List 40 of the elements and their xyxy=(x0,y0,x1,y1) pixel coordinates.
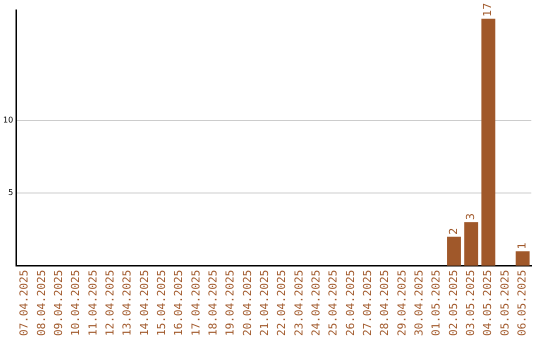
x-tick-label: 19.04.2025 xyxy=(224,270,237,336)
x-tick-label: 28.04.2025 xyxy=(378,270,392,336)
x-tick-label: 21.04.2025 xyxy=(258,270,271,336)
y-tick-label: 5 xyxy=(8,188,14,198)
x-tick-label: 20.04.2025 xyxy=(240,270,254,336)
bar xyxy=(481,18,496,266)
bar xyxy=(516,251,530,266)
x-tick-label: 26.04.2025 xyxy=(344,270,357,336)
x-tick-label: 23.04.2025 xyxy=(292,270,306,336)
x-tick-label: 05.05.2025 xyxy=(498,270,512,336)
x-tick-label: 22.04.2025 xyxy=(275,270,288,336)
data-label: 2 xyxy=(446,228,460,235)
data-label: 17 xyxy=(481,2,494,17)
x-tick-label: 16.04.2025 xyxy=(172,270,186,336)
x-tick-label: 30.04.2025 xyxy=(412,270,426,336)
x-tick-label: 27.04.2025 xyxy=(361,270,374,336)
x-tick-label: 07.04.2025 xyxy=(18,270,31,336)
x-tick-label: 02.05.2025 xyxy=(446,270,460,336)
x-tick-label: 13.04.2025 xyxy=(120,270,134,336)
x-tick-label: 06.05.2025 xyxy=(516,270,529,336)
x-tick-label: 11.04.2025 xyxy=(86,270,100,336)
y-tick-label: 10 xyxy=(2,116,14,125)
x-tick-label: 25.04.2025 xyxy=(326,270,340,336)
x-tick-label: 24.04.2025 xyxy=(309,270,322,336)
x-tick-label: 12.04.2025 xyxy=(103,270,116,336)
x-tick-label: 29.04.2025 xyxy=(395,270,408,336)
x-tick-label: 15.04.2025 xyxy=(154,270,168,336)
x-tick-label: 18.04.2025 xyxy=(206,270,220,336)
x-tick-label: 01.05.2025 xyxy=(430,270,443,336)
x-tick-label: 03.05.2025 xyxy=(464,270,478,336)
x-tick-label: 09.04.2025 xyxy=(52,270,65,336)
x-tick-label: 10.04.2025 xyxy=(69,270,82,336)
x-tick-label: 08.04.2025 xyxy=(34,270,48,336)
data-label: 3 xyxy=(464,213,478,220)
data-label: 1 xyxy=(516,242,529,250)
bar xyxy=(447,236,461,266)
x-tick-label: 04.05.2025 xyxy=(481,270,494,336)
bar xyxy=(464,222,478,266)
x-tick-label: 14.04.2025 xyxy=(138,270,151,336)
x-tick-label: 17.04.2025 xyxy=(189,270,202,336)
